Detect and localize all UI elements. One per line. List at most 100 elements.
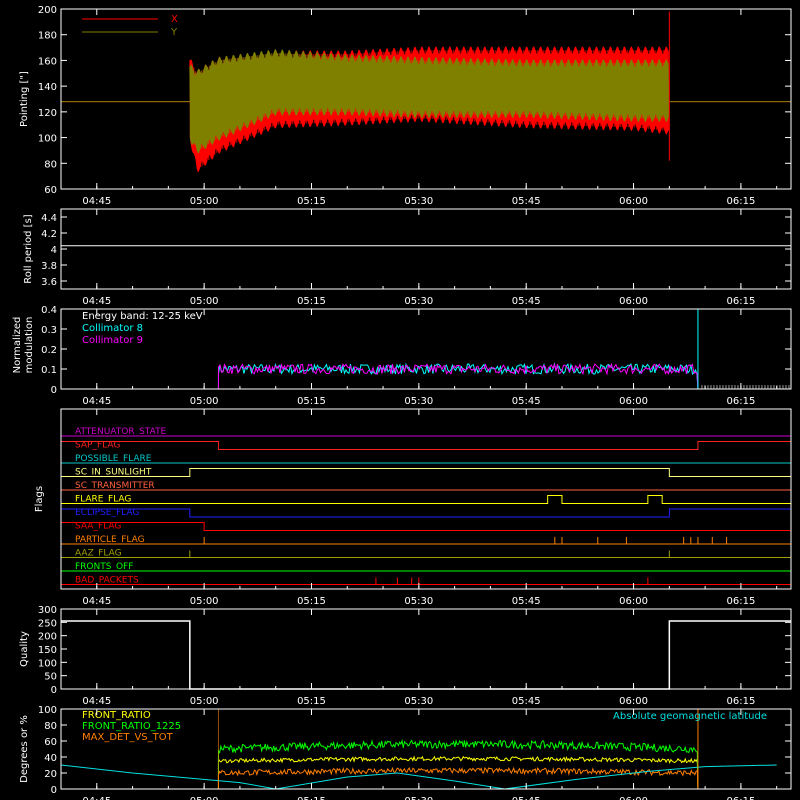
flag-label: SC_IN_SUNLIGHT	[75, 468, 152, 478]
y-tick-label: 180	[38, 31, 57, 42]
y-tick-label: 4	[51, 245, 57, 256]
y-tick-label: 60	[44, 737, 57, 748]
y-tick-label: 0	[51, 385, 57, 396]
y-tick-label: 60	[44, 185, 57, 196]
y-axis-label: Pointing ["]	[19, 71, 30, 127]
x-tick-label: 05:30	[404, 796, 433, 800]
x-tick-label: 05:45	[512, 396, 541, 407]
series-line-Collimator 9	[61, 362, 699, 390]
y-tick-label: 3.8	[41, 261, 57, 272]
y-tick-label: 3.6	[41, 277, 57, 288]
x-tick-label: 05:30	[404, 696, 433, 707]
x-tick-label: 05:45	[512, 796, 541, 800]
panel-frame	[60, 408, 792, 590]
x-tick-label: 06:15	[726, 396, 755, 407]
x-tick-label: 06:15	[726, 196, 755, 207]
x-tick-label: 06:15	[726, 596, 755, 607]
x-tick-label: 05:00	[190, 396, 219, 407]
series-line-quality	[61, 620, 791, 690]
y-tick-label: 200	[38, 5, 57, 16]
y-axis-label: Roll period [s]	[23, 214, 34, 283]
y-tick-label: 80	[44, 721, 57, 732]
series-line-Y	[189, 52, 670, 150]
x-tick-label: 06:15	[726, 696, 755, 707]
y-tick-label: 0.2	[41, 345, 57, 356]
series-line-FRONT_RATIO	[217, 755, 699, 790]
legend-entry-MAX_DET_VS_TOT: MAX_DET_VS_TOT	[82, 732, 174, 743]
x-tick-label: 05:30	[404, 296, 433, 307]
x-tick-label: 04:45	[82, 296, 111, 307]
legend-entry-Y: Y	[170, 27, 178, 38]
x-tick-label: 04:45	[82, 796, 111, 800]
x-tick-label: 04:45	[82, 396, 111, 407]
legend-entry-FRONT_RATIO: FRONT_RATIO	[82, 710, 151, 721]
y-tick-label: 100	[38, 134, 57, 145]
y-tick-label: 250	[38, 618, 57, 629]
flag-line-saa-flag	[60, 522, 791, 531]
y-tick-label: 0.4	[41, 305, 57, 316]
y-tick-label: 4.4	[41, 213, 57, 224]
legend-entry-Collimator 8: Collimator 8	[82, 323, 143, 334]
y-tick-label: 0	[51, 785, 57, 796]
y-tick-label: 20	[44, 769, 57, 780]
x-tick-label: 06:00	[619, 696, 648, 707]
flag-label: FRONTS_OFF	[75, 562, 133, 572]
x-tick-label: 05:15	[297, 296, 326, 307]
flag-label: AAZ_FLAG	[75, 549, 122, 559]
y-tick-label: 4.2	[41, 229, 57, 240]
x-tick-label: 05:15	[297, 396, 326, 407]
flag-label: POSSIBLE_FLARE	[75, 454, 152, 464]
series-area-Y	[189, 49, 669, 154]
x-tick-label: 05:45	[512, 196, 541, 207]
flag-line-flare-flag	[61, 495, 791, 504]
series-line-MAX_DET_VS_TOT	[217, 766, 699, 790]
x-tick-label: 05:15	[297, 796, 326, 800]
panel-frame	[60, 708, 792, 790]
y-axis-label: Flags	[34, 486, 45, 512]
x-tick-label: 05:30	[404, 396, 433, 407]
x-tick-label: 04:45	[82, 696, 111, 707]
series-line-FRONT_RATIO_1225	[217, 738, 699, 790]
y-tick-label: 150	[38, 645, 57, 656]
x-tick-label: 04:45	[82, 596, 111, 607]
y-axis-label: Degrees or %	[19, 715, 30, 783]
y-tick-label: 200	[38, 632, 57, 643]
x-tick-label: 05:00	[190, 696, 219, 707]
legend-entry-Collimator 9: Collimator 9	[82, 335, 143, 346]
flag-label: ATTENUATOR_STATE	[75, 427, 167, 437]
y-tick-label: 0.3	[41, 325, 57, 336]
y-axis-label: Quality	[19, 631, 30, 667]
flag-line-sc-in-sunlight	[61, 468, 791, 477]
y-axis-label: modulation	[24, 317, 35, 374]
x-tick-label: 06:15	[726, 796, 755, 800]
x-tick-label: 05:15	[297, 696, 326, 707]
y-axis-label: Normalized	[12, 317, 23, 374]
legend-entry-FRONT_RATIO_1225: FRONT_RATIO_1225	[82, 721, 181, 732]
x-tick-label: 06:00	[619, 296, 648, 307]
y-tick-label: 160	[38, 56, 57, 67]
x-tick-label: 06:15	[726, 296, 755, 307]
x-tick-label: 05:00	[190, 796, 219, 800]
legend-entry-X: X	[171, 14, 178, 25]
flag-label: BAD_PACKETS	[75, 576, 139, 586]
y-tick-label: 100	[38, 705, 57, 716]
flag-label: SAP_FLAG	[75, 441, 120, 451]
x-tick-label: 05:00	[190, 296, 219, 307]
energy-band-annotation: Energy band: 12-25 keV	[82, 311, 203, 322]
y-tick-label: 0.1	[41, 365, 57, 376]
flag-label: FLARE_FLAG	[75, 495, 131, 505]
y-tick-label: 50	[44, 672, 57, 683]
x-tick-label: 06:00	[619, 596, 648, 607]
x-tick-label: 06:00	[619, 196, 648, 207]
flag-line-eclipse-flag	[60, 508, 792, 518]
x-tick-label: 05:30	[404, 596, 433, 607]
x-tick-label: 05:45	[512, 296, 541, 307]
x-tick-label: 05:15	[297, 196, 326, 207]
flag-label: SC_TRANSMITTER	[75, 481, 155, 491]
x-tick-label: 04:45	[82, 196, 111, 207]
y-tick-label: 40	[44, 753, 57, 764]
flag-label: PARTICLE_FLAG	[75, 535, 145, 545]
x-tick-label: 05:45	[512, 696, 541, 707]
panel-frame	[60, 208, 792, 290]
